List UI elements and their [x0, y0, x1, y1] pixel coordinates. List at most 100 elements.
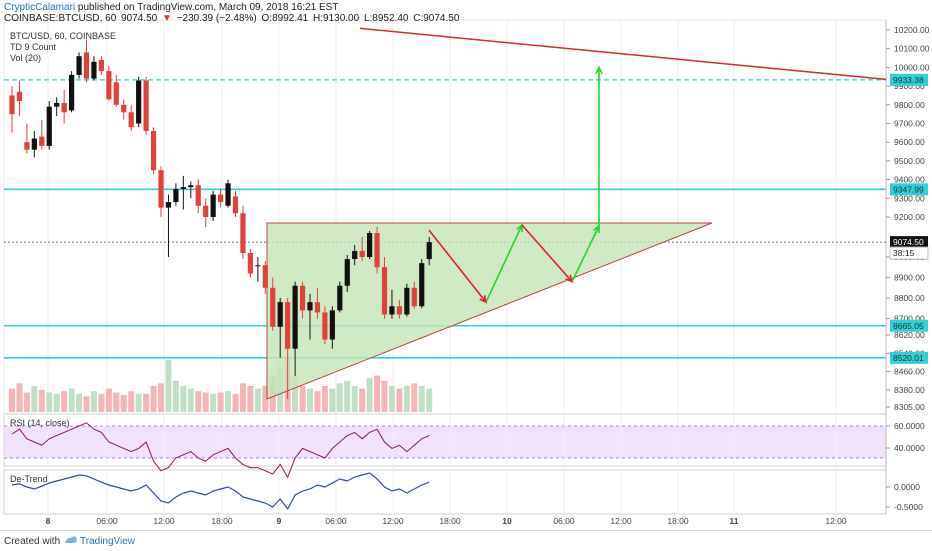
volume-bar [68, 388, 75, 412]
volume-bar [120, 395, 127, 412]
time-tick-label: 12:00 [825, 516, 847, 526]
price-tick-label: 8460.00 [894, 367, 925, 377]
rsi-legend[interactable]: RSI (14, close) [10, 418, 70, 428]
candle-body [367, 233, 373, 257]
volume-bar [388, 386, 395, 412]
ohlc-low: L:8952.40 [363, 13, 409, 24]
volume-bar [172, 380, 179, 412]
candle-body [83, 52, 90, 79]
volume-bar [366, 378, 373, 412]
volume-bar [403, 386, 410, 412]
price-tick-label: 9800.00 [894, 100, 925, 110]
time-tick-label: 11 [730, 516, 739, 526]
candle-body [143, 80, 149, 131]
candle-body [262, 265, 268, 288]
candle-body [128, 112, 134, 128]
price-label: 8665.05 [893, 321, 924, 331]
volume-bar [202, 392, 209, 412]
volume-bar [165, 360, 172, 412]
volume-bar [225, 391, 232, 412]
volume-bar [113, 392, 120, 412]
price-label: 8520.01 [893, 353, 924, 363]
price-label: 9347.99 [893, 184, 924, 194]
volume-bar [292, 378, 299, 412]
volume-bar [128, 391, 135, 412]
volume-bar [187, 388, 194, 412]
price-tick-label: 8800.00 [894, 293, 925, 303]
created-with-text: Created with [4, 536, 61, 547]
projection-arrows [428, 65, 603, 304]
candle-body [240, 213, 246, 253]
time-tick-label: 06:00 [96, 516, 118, 526]
candle-body [203, 205, 209, 217]
price-tick-label: 9200.00 [894, 212, 925, 222]
volume-bar [150, 386, 157, 412]
candle-body [180, 187, 186, 189]
price-tick-label: 9600.00 [894, 137, 925, 147]
candle-body [195, 185, 201, 206]
candle-body [9, 95, 15, 115]
candle-body [173, 188, 179, 203]
chart-canvas: 10200.00 10100.00 10000.00 9900.00 9800.00 97… [3, 19, 930, 526]
volume-bar [344, 380, 351, 412]
volume-bar [38, 389, 45, 412]
candle-body [285, 302, 291, 349]
projection-arrow [485, 224, 523, 303]
time-tick-label: 18:00 [211, 516, 233, 526]
detrend-legend[interactable]: De-Trend [10, 474, 48, 484]
candle-body [381, 267, 388, 315]
candle-body [225, 183, 231, 206]
volume-bar [217, 392, 224, 412]
volume-bar [23, 392, 30, 412]
time-tick-label: 12:00 [382, 516, 404, 526]
volume-bar [381, 380, 388, 412]
candle-body [396, 306, 402, 315]
candle-body [31, 138, 37, 150]
price-tick-label: 10100.00 [894, 44, 930, 54]
volume-legend[interactable]: Vol (20) [10, 53, 42, 63]
candle-body [411, 287, 417, 307]
price-tick-label: 9900.00 [894, 81, 925, 91]
candle-body [39, 136, 45, 146]
volume-bar [411, 383, 418, 412]
volume-bar [210, 393, 217, 412]
volume-bar [254, 388, 261, 412]
candle-body [277, 302, 283, 327]
candle-body [419, 263, 425, 307]
candle-body [299, 285, 306, 311]
volume-bar [98, 393, 105, 412]
volume-bar [83, 396, 90, 412]
candle-body [232, 196, 239, 214]
price-axis: 10200.00 10100.00 10000.00 9900.00 9800.00 97… [886, 25, 930, 412]
price-label-box [889, 246, 929, 260]
candle-body [98, 59, 104, 72]
footer: Created with TradingView [0, 530, 932, 551]
volume-bar [314, 391, 321, 412]
volume-bar [321, 386, 328, 412]
projection-arrow [521, 224, 573, 283]
author-link[interactable]: CrypticCalamari [4, 2, 76, 13]
price-label: 9933.38 [893, 75, 924, 85]
price-tick-label: 8900.00 [894, 273, 925, 283]
volume-bar [76, 393, 83, 412]
candle-body [255, 265, 261, 267]
time-tick-label: 18:00 [667, 516, 689, 526]
price-tick-label: 8700.00 [894, 314, 925, 324]
price-label-box [890, 319, 928, 332]
time-tick-label: 8 [46, 516, 51, 526]
tradingview-brand[interactable]: TradingView [80, 536, 136, 547]
td9-legend[interactable]: TD 9 Count [10, 42, 57, 52]
price-label-box [890, 183, 928, 196]
candle-body [210, 194, 216, 217]
last-price: 9074.50 [121, 13, 158, 24]
volume-bar [16, 383, 23, 412]
price-label-box [890, 73, 928, 86]
candle-body [61, 102, 67, 113]
series-legend[interactable]: BTC/USD, 60, COINBASE [10, 31, 117, 41]
candle-body [389, 306, 395, 315]
price-tick-label: 9300.00 [894, 193, 925, 203]
price-change: −230.39 (−2.48%) [176, 13, 257, 24]
sub-tick-label: 60.0000 [894, 421, 925, 431]
tradingview-logo-icon [65, 536, 77, 543]
candle-body [46, 106, 52, 146]
